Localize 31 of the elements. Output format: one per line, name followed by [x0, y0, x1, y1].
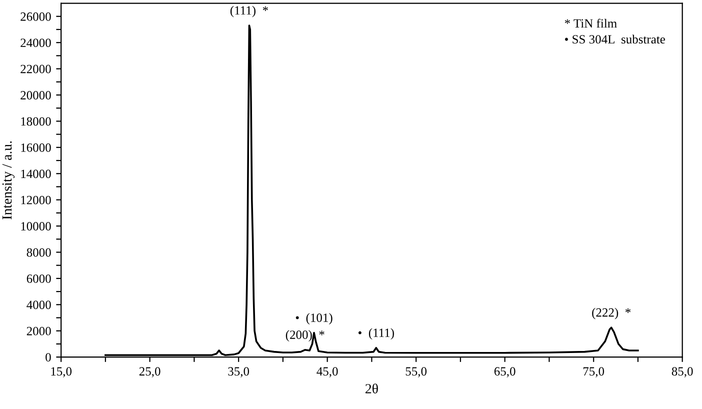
annotation: (200) * — [286, 330, 324, 342]
x-tick-label: 85,0 — [672, 367, 693, 378]
x-tick-label: 25,0 — [139, 367, 160, 378]
y-tick-label: 4000 — [26, 300, 51, 310]
y-tick-label: 0 — [46, 353, 51, 362]
y-tick-label: 2000 — [26, 326, 51, 336]
x-tick-label: 65,0 — [494, 367, 516, 378]
y-tick-label: 10000 — [21, 222, 51, 230]
annotation: • (101) — [296, 313, 332, 324]
x-tick-label: 35,0 — [228, 367, 250, 378]
y-tick-label: 24000 — [20, 38, 51, 48]
y-tick-label: 6000 — [26, 274, 51, 283]
y-tick-label: 12000 — [21, 196, 51, 204]
y-tick-label: 26000 — [20, 12, 51, 21]
y-tick-label: 14000 — [21, 170, 51, 178]
y-tick-label: 18000 — [21, 117, 51, 126]
y-tick-label: 8000 — [26, 248, 51, 257]
y-tick-label: 16000 — [21, 143, 51, 152]
y-tick-label: 22000 — [20, 64, 51, 74]
x-tick-label: 75,0 — [583, 367, 604, 378]
annotation: (222) * — [592, 308, 631, 320]
annotation: • SS 304L substrate — [565, 34, 665, 44]
annotation: • (111) — [358, 328, 394, 340]
x-tick-label: 45,0 — [316, 367, 338, 378]
x-tick-label: 55,0 — [406, 367, 427, 378]
annotation: (111) * — [230, 6, 268, 18]
y-tick-label: 20000 — [20, 91, 51, 100]
x-axis-title: 2θ — [366, 384, 378, 394]
annotation: * TiN film — [564, 18, 617, 28]
y-axis-title: Intensity / a.u. — [2, 141, 15, 220]
x-tick-label: 15,0 — [51, 367, 72, 378]
